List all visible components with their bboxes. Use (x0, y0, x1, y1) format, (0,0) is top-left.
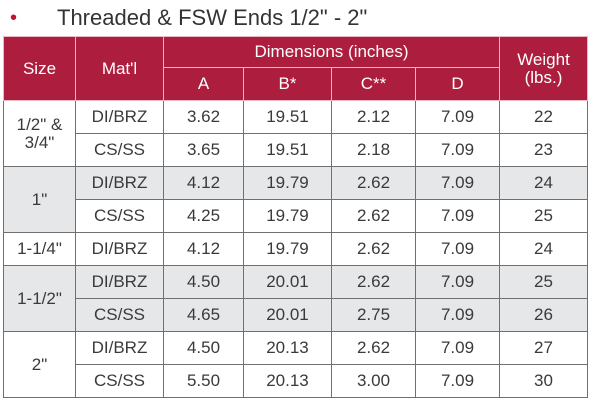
size-label-line2: 3/4" (24, 132, 55, 152)
dim-b-cell: 19.79 (243, 166, 332, 200)
dim-c-cell: 2.62 (331, 232, 416, 266)
section-heading: • Threaded & FSW Ends 1/2" - 2" (0, 0, 592, 36)
dim-c-cell: 2.62 (331, 199, 416, 233)
header-dim-d: D (415, 67, 500, 101)
dim-a-cell: 4.25 (163, 199, 244, 233)
material-cell: CS/SS (75, 199, 164, 233)
size-cell: 1/2" & 3/4" (3, 100, 76, 167)
weight-cell: 24 (499, 166, 588, 200)
header-dim-a: A (163, 67, 244, 101)
dim-c-cell: 2.62 (331, 265, 416, 299)
size-cell: 1-1/2" (3, 265, 76, 332)
dim-a-cell: 4.50 (163, 265, 244, 299)
material-cell: DI/BRZ (75, 232, 164, 266)
section-title: Threaded & FSW Ends 1/2" - 2" (57, 5, 368, 30)
header-weight-line1: Weight (517, 49, 570, 69)
dim-d-cell: 7.09 (415, 265, 500, 299)
weight-cell: 30 (499, 364, 588, 398)
weight-cell: 24 (499, 232, 588, 266)
dim-a-cell: 4.65 (163, 298, 244, 332)
material-cell: DI/BRZ (75, 166, 164, 200)
weight-cell: 23 (499, 133, 588, 167)
dim-b-cell: 19.51 (243, 100, 332, 134)
material-cell: CS/SS (75, 364, 164, 398)
table-row: 1/2" & 3/4" DI/BRZ 3.62 19.51 2.12 7.09 … (3, 100, 588, 167)
dim-c-cell: 2.12 (331, 100, 416, 134)
dim-a-cell: 4.12 (163, 166, 244, 200)
dim-a-cell: 3.62 (163, 100, 244, 134)
table-row: 1-1/4" DI/BRZ 4.12 19.79 2.62 7.09 24 (3, 232, 588, 266)
weight-cell: 25 (499, 199, 588, 233)
table-row: CS/SS 4.25 19.79 2.62 7.09 25 (4, 199, 588, 233)
table-row: CS/SS 5.50 20.13 3.00 7.09 30 (4, 364, 588, 398)
material-cell: DI/BRZ (75, 100, 164, 134)
header-size: Size (3, 36, 76, 101)
size-cell: 2" (3, 331, 76, 398)
table-row: CS/SS 3.65 19.51 2.18 7.09 23 (4, 133, 588, 167)
dim-b-cell: 19.79 (243, 199, 332, 233)
dim-c-cell: 3.00 (331, 364, 416, 398)
header-dim-b: B* (243, 67, 332, 101)
table-row: CS/SS 4.65 20.01 2.75 7.09 26 (4, 298, 588, 332)
header-dim-c: C** (331, 67, 416, 101)
dim-b-cell: 20.13 (243, 331, 332, 365)
dim-c-cell: 2.18 (331, 133, 416, 167)
header-dimensions: Dimensions (inches) (163, 36, 500, 68)
dim-d-cell: 7.09 (415, 133, 500, 167)
dim-d-cell: 7.09 (415, 100, 500, 134)
material-cell: DI/BRZ (75, 265, 164, 299)
dim-d-cell: 7.09 (415, 199, 500, 233)
material-cell: CS/SS (75, 298, 164, 332)
dim-b-cell: 20.13 (243, 364, 332, 398)
dim-c-cell: 2.62 (331, 166, 416, 200)
weight-cell: 27 (499, 331, 588, 365)
dim-d-cell: 7.09 (415, 331, 500, 365)
table-row: 1" DI/BRZ 4.12 19.79 2.62 7.09 24 (3, 166, 588, 233)
dim-a-cell: 5.50 (163, 364, 244, 398)
material-cell: DI/BRZ (75, 331, 164, 365)
table-body: 1/2" & 3/4" DI/BRZ 3.62 19.51 2.12 7.09 … (3, 100, 588, 398)
size-cell: 1" (3, 166, 76, 233)
table-row: 1-1/2" DI/BRZ 4.50 20.01 2.62 7.09 25 (3, 265, 588, 332)
weight-cell: 25 (499, 265, 588, 299)
dim-b-cell: 20.01 (243, 298, 332, 332)
dim-b-cell: 19.79 (243, 232, 332, 266)
dim-c-cell: 2.75 (331, 298, 416, 332)
table-header: Size Mat'l Dimensions (inches) Weight (l… (3, 36, 588, 101)
dim-c-cell: 2.62 (331, 331, 416, 365)
header-material: Mat'l (75, 36, 164, 101)
dimensions-table: Size Mat'l Dimensions (inches) Weight (l… (3, 36, 588, 398)
table-row: 2" DI/BRZ 4.50 20.13 2.62 7.09 27 (3, 331, 588, 398)
dim-d-cell: 7.09 (415, 166, 500, 200)
size-label-line1: 1/2" & (16, 114, 63, 134)
bullet-icon: • (10, 7, 18, 29)
size-cell: 1-1/4" (3, 232, 76, 266)
dim-d-cell: 7.09 (415, 298, 500, 332)
weight-cell: 22 (499, 100, 588, 134)
dim-a-cell: 3.65 (163, 133, 244, 167)
header-weight: Weight (lbs.) (499, 36, 588, 101)
material-cell: CS/SS (75, 133, 164, 167)
dim-b-cell: 20.01 (243, 265, 332, 299)
dim-a-cell: 4.12 (163, 232, 244, 266)
header-weight-line2: (lbs.) (524, 67, 563, 87)
dim-d-cell: 7.09 (415, 232, 500, 266)
dim-d-cell: 7.09 (415, 364, 500, 398)
dim-b-cell: 19.51 (243, 133, 332, 167)
dim-a-cell: 4.50 (163, 331, 244, 365)
weight-cell: 26 (499, 298, 588, 332)
